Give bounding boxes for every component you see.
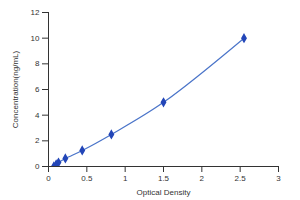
svg-text:3: 3 — [276, 174, 281, 183]
svg-text:0: 0 — [35, 162, 40, 171]
svg-text:2.5: 2.5 — [235, 174, 247, 183]
svg-text:10: 10 — [31, 34, 40, 43]
svg-text:8: 8 — [35, 59, 40, 68]
svg-text:6: 6 — [35, 85, 40, 94]
svg-text:0: 0 — [46, 174, 51, 183]
svg-text:Concentration(ng/mL): Concentration(ng/mL) — [11, 50, 20, 128]
svg-text:1.5: 1.5 — [158, 174, 170, 183]
svg-text:4: 4 — [35, 111, 40, 120]
svg-text:12: 12 — [31, 8, 40, 17]
svg-text:2: 2 — [35, 136, 40, 145]
svg-text:1: 1 — [123, 174, 128, 183]
svg-text:2: 2 — [200, 174, 205, 183]
svg-text:0.5: 0.5 — [81, 174, 93, 183]
svg-text:Optical Density: Optical Density — [137, 188, 191, 197]
